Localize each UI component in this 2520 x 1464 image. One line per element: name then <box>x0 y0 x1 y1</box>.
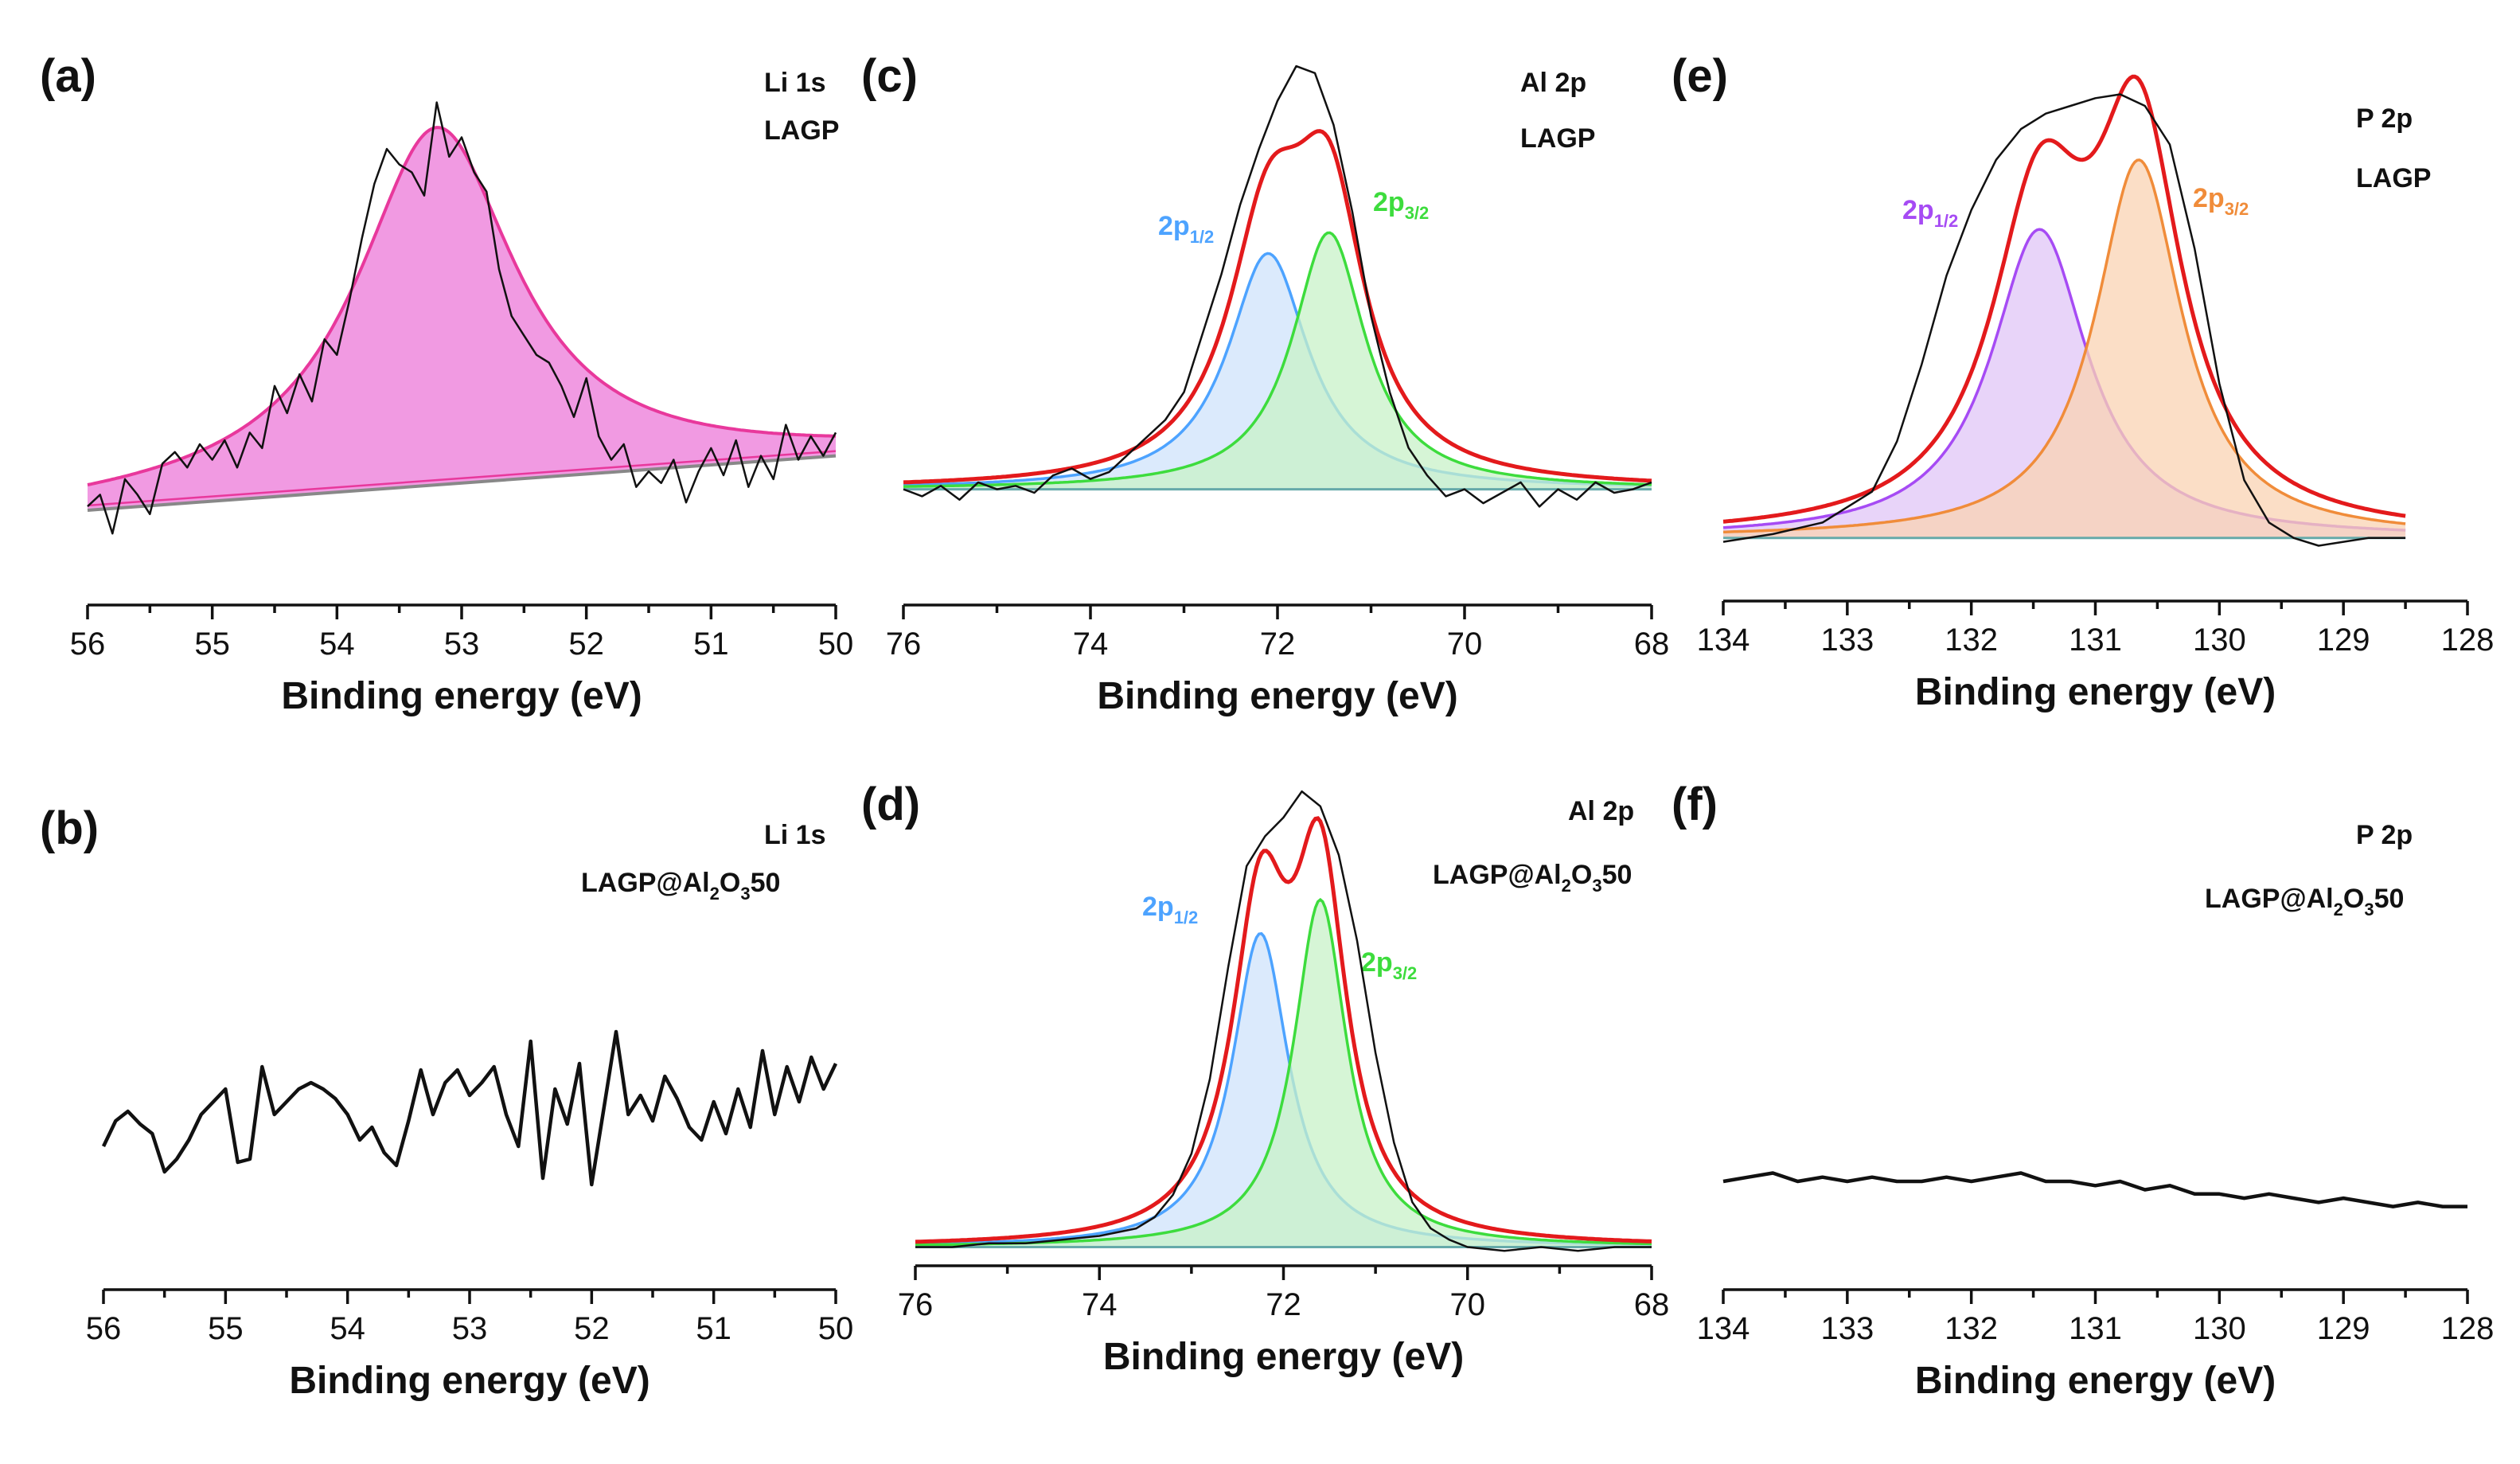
x-tick-label: 134 <box>1697 623 1750 658</box>
peak-label: 2p1/2 <box>1158 211 1214 247</box>
x-tick-label: 56 <box>86 1311 122 1346</box>
sample-label: LAGP@Al2O350 <box>1433 860 1632 896</box>
x-tick-label: 134 <box>1697 1311 1750 1346</box>
x-tick-label: 52 <box>568 627 604 662</box>
fit-area <box>88 127 836 510</box>
sample-label: LAGP@Al2O350 <box>581 868 780 904</box>
peak-area-3-2 <box>915 900 1652 1247</box>
peak-curve-3-2 <box>1723 158 2406 533</box>
raw-spectrum <box>915 790 1652 1252</box>
baseline-upper <box>87 450 837 507</box>
x-tick-label: 130 <box>2193 623 2246 658</box>
x-tick-label: 70 <box>1450 1287 1486 1322</box>
x-tick-label: 55 <box>194 627 230 662</box>
x-tick-label: 128 <box>2441 623 2495 658</box>
core-level-label: Li 1s <box>764 820 825 850</box>
x-tick-label: 50 <box>818 1311 854 1346</box>
sample-label: LAGP@Al2O350 <box>2205 884 2404 919</box>
envelope-fit <box>915 816 1652 1244</box>
panel-label: (d) <box>861 779 920 830</box>
peak-label: 2p3/2 <box>2193 183 2249 219</box>
x-tick-label: 55 <box>208 1311 244 1346</box>
raw-spectrum <box>1722 93 2406 547</box>
core-level-label: P 2p <box>2356 820 2413 850</box>
x-tick-label: 54 <box>330 1311 365 1346</box>
core-level-label: Li 1s <box>764 68 825 98</box>
x-tick-label: 133 <box>1820 1311 1874 1346</box>
x-axis-label: Binding energy (eV) <box>289 1360 650 1402</box>
raw-spectrum <box>903 64 1652 508</box>
envelope-fit <box>1722 74 2406 524</box>
core-level-label: Al 2p <box>1568 796 1634 826</box>
x-tick-label: 72 <box>1266 1287 1301 1322</box>
peak-curve-3-2 <box>903 231 1652 488</box>
x-tick-label: 68 <box>1634 627 1670 662</box>
fit-curve <box>87 126 837 486</box>
peak-area-3-2 <box>903 232 1652 490</box>
panel-c: 76 74 72 70 68 Binding energy (eV) (c) Al 2p LAG… <box>861 50 1669 717</box>
x-tick-label: 68 <box>1634 1287 1670 1322</box>
core-level-label: Al 2p <box>1520 68 1586 98</box>
x-tick-label: 74 <box>1082 1287 1118 1322</box>
sample-label: LAGP <box>764 115 839 146</box>
x-tick-label: 133 <box>1820 623 1874 658</box>
x-tick-label: 54 <box>319 627 355 662</box>
panel-label: (f) <box>1672 779 1718 830</box>
panel-label: (e) <box>1672 50 1728 102</box>
x-tick-label: 70 <box>1447 627 1483 662</box>
peak-area-1-2 <box>903 253 1652 490</box>
x-axis-label: Binding energy (eV) <box>1915 671 2276 713</box>
panel-label: (b) <box>40 802 99 854</box>
x-tick-label: 50 <box>818 627 854 662</box>
x-tick-label: 51 <box>693 627 729 662</box>
x-tick-label: 131 <box>2069 623 2122 658</box>
envelope-fit <box>903 129 1652 485</box>
peak-label: 2p1/2 <box>1142 892 1198 927</box>
x-tick-label: 132 <box>1945 623 1998 658</box>
panel-e: 134 133 132 131 130 129 128 Binding energy (eV)… <box>1672 50 2494 713</box>
x-tick-label: 132 <box>1945 1311 1998 1346</box>
baseline <box>87 454 837 512</box>
core-level-label: P 2p <box>2356 103 2413 134</box>
x-tick-label: 56 <box>70 627 106 662</box>
raw-spectrum <box>1722 1171 2467 1208</box>
peak-area-3-2 <box>1723 159 2406 538</box>
x-tick-label: 129 <box>2317 623 2370 658</box>
x-tick-label: 74 <box>1073 627 1109 662</box>
x-tick-label: 76 <box>898 1287 934 1322</box>
x-axis-label: Binding energy (eV) <box>1915 1360 2276 1402</box>
x-tick-label: 76 <box>886 627 922 662</box>
panel-b: 56 55 54 53 52 51 50 Binding energy (eV) (b) Li 1… <box>40 802 853 1402</box>
peak-label: 2p1/2 <box>1902 195 1958 231</box>
x-tick-label: 131 <box>2069 1311 2122 1346</box>
sample-label: LAGP <box>1520 123 1595 154</box>
panel-f: 134 133 132 131 130 129 128 Binding energy (eV)… <box>1672 779 2494 1402</box>
x-tick-label: 130 <box>2193 1311 2246 1346</box>
panel-a: 56 55 54 53 52 51 50 Binding energy (eV) (a) Li 1… <box>40 50 853 717</box>
panel-label: (c) <box>861 50 918 102</box>
x-axis-label: Binding energy (eV) <box>281 675 642 717</box>
x-tick-label: 128 <box>2441 1311 2495 1346</box>
x-tick-label: 53 <box>452 1311 488 1346</box>
panel-label: (a) <box>40 50 96 102</box>
raw-spectrum <box>101 1029 838 1187</box>
x-axis-label: Binding energy (eV) <box>1097 675 1457 717</box>
x-axis-label: Binding energy (eV) <box>1103 1336 1464 1378</box>
peak-label: 2p3/2 <box>1373 187 1429 223</box>
x-tick-label: 72 <box>1260 627 1296 662</box>
peak-label: 2p3/2 <box>1361 947 1417 983</box>
raw-spectrum <box>87 101 837 535</box>
peak-area-1-2 <box>1723 229 2406 538</box>
sample-label: LAGP <box>2356 163 2431 193</box>
panel-d: 76 74 72 70 68 Binding energy (eV) (d) Al 2p LAG… <box>861 779 1669 1378</box>
x-tick-label: 129 <box>2317 1311 2370 1346</box>
x-tick-label: 51 <box>696 1311 731 1346</box>
x-tick-label: 53 <box>444 627 480 662</box>
x-tick-label: 52 <box>574 1311 610 1346</box>
